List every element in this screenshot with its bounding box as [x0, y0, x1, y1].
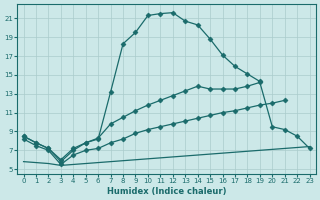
X-axis label: Humidex (Indice chaleur): Humidex (Indice chaleur)	[107, 187, 226, 196]
